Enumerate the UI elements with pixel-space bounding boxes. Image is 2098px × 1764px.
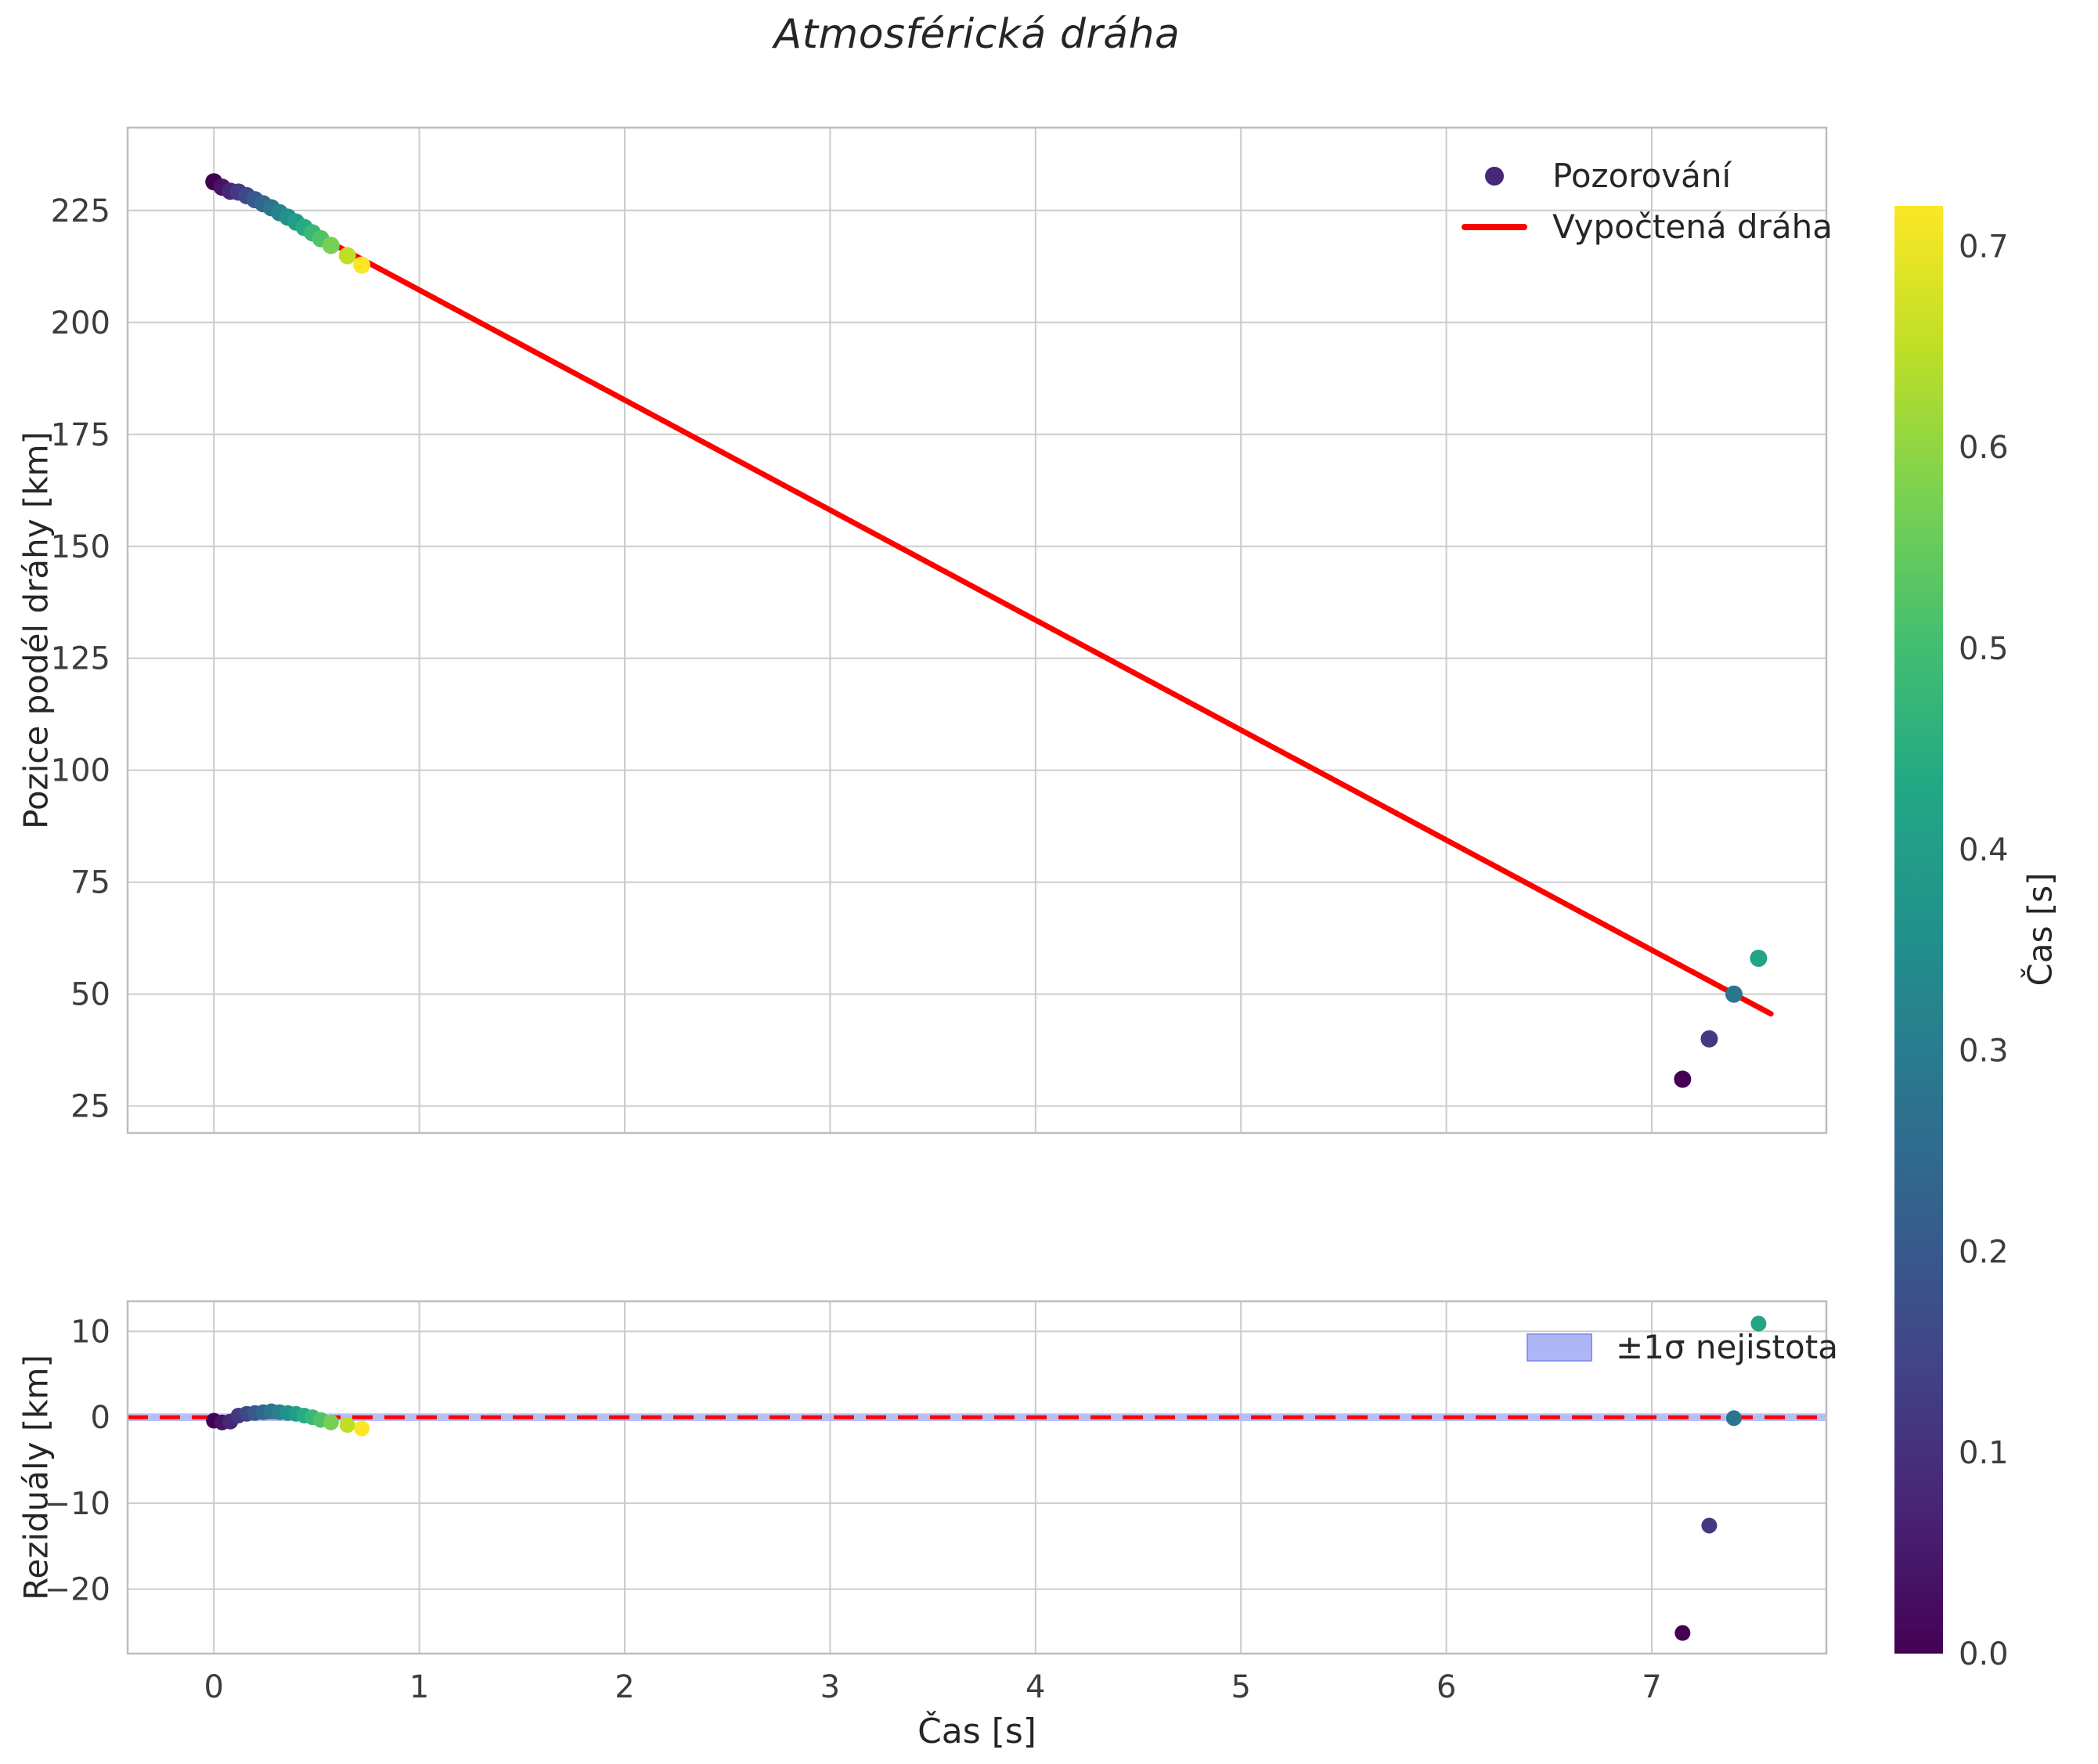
fit-line (211, 177, 1774, 1017)
svg-text:0: 0 (204, 1669, 223, 1705)
observation-point (1674, 1070, 1692, 1088)
residual-axes-frame (126, 1300, 1828, 1655)
observation-point (322, 236, 340, 254)
residual-point (323, 1414, 339, 1430)
svg-text:0.6: 0.6 (1959, 430, 2009, 466)
svg-text:0.3: 0.3 (1959, 1034, 2009, 1070)
svg-text:200: 200 (51, 305, 110, 341)
svg-text:4: 4 (1026, 1669, 1045, 1705)
main-axes-frame (126, 126, 1828, 1135)
residual-legend: ±1σ nejistota (1527, 1328, 1838, 1366)
legend-line-col (1460, 223, 1529, 230)
svg-text:0.5: 0.5 (1959, 631, 2009, 667)
svg-text:25: 25 (70, 1089, 110, 1125)
main-grid (128, 128, 1826, 1133)
residuals-scatter (206, 1315, 1767, 1641)
svg-text:−20: −20 (45, 1572, 110, 1608)
svg-text:3: 3 (820, 1669, 840, 1705)
observation-point (338, 247, 356, 265)
svg-text:225: 225 (51, 193, 110, 229)
svg-text:0.7: 0.7 (1959, 229, 2009, 265)
fit-line-icon (1462, 223, 1527, 230)
residual-point (354, 1420, 370, 1437)
observation-point (1750, 949, 1768, 967)
scatter-marker-icon (1485, 166, 1504, 186)
observation-point (353, 256, 371, 274)
residual-point (1750, 1315, 1767, 1332)
svg-text:0.4: 0.4 (1959, 832, 2009, 868)
svg-text:0.0: 0.0 (1959, 1636, 2009, 1672)
svg-text:6: 6 (1437, 1669, 1456, 1705)
residual-point (339, 1417, 355, 1434)
residual-y-axis-label: Reziduály [km] (16, 1355, 56, 1600)
svg-text:100: 100 (51, 753, 110, 789)
x-axis-label: Čas [s] (917, 1712, 1036, 1751)
svg-text:7: 7 (1642, 1669, 1661, 1705)
svg-text:75: 75 (70, 865, 110, 901)
svg-text:2: 2 (615, 1669, 634, 1705)
svg-text:125: 125 (51, 641, 110, 677)
svg-text:0: 0 (91, 1400, 110, 1436)
colorbar-label: Čas [s] (2020, 872, 2060, 987)
chart-title: Atmosférická dráha (773, 11, 1181, 58)
residual-point (1725, 1410, 1742, 1427)
colorbar-tick-labels: 0.0 0.1 0.2 0.3 0.4 0.5 0.6 0.7 (1959, 229, 2009, 1672)
svg-text:−10: −10 (45, 1486, 110, 1522)
legend-marker-col (1460, 166, 1529, 186)
legend-row-observations: Pozorování (1460, 157, 1833, 195)
observation-point (1725, 985, 1743, 1003)
svg-text:5: 5 (1231, 1669, 1250, 1705)
svg-text:0.2: 0.2 (1959, 1234, 2009, 1270)
svg-text:150: 150 (51, 529, 110, 565)
observations-scatter (205, 173, 1768, 1088)
svg-text:50: 50 (70, 977, 110, 1013)
legend-label-sigma: ±1σ nejistota (1616, 1328, 1838, 1366)
colorbar-gradient (1894, 206, 1943, 1654)
observation-point (1700, 1030, 1718, 1048)
legend-row-fit: Vypočtená dráha (1460, 207, 1833, 246)
legend-label-fit: Vypočtená dráha (1552, 207, 1833, 246)
main-y-axis-label: Pozice podél dráhy [km] (16, 431, 56, 829)
svg-text:1: 1 (409, 1669, 429, 1705)
main-legend: Pozorování Vypočtená dráha (1460, 157, 1833, 246)
residual-point (1701, 1517, 1718, 1534)
residual-point (1674, 1625, 1691, 1641)
svg-text:10: 10 (70, 1314, 110, 1350)
svg-text:175: 175 (51, 417, 110, 453)
sigma-band-patch-icon (1527, 1333, 1592, 1362)
legend-label-observations: Pozorování (1552, 157, 1732, 195)
svg-text:0.1: 0.1 (1959, 1435, 2009, 1471)
legend-row-sigma: ±1σ nejistota (1527, 1328, 1838, 1366)
